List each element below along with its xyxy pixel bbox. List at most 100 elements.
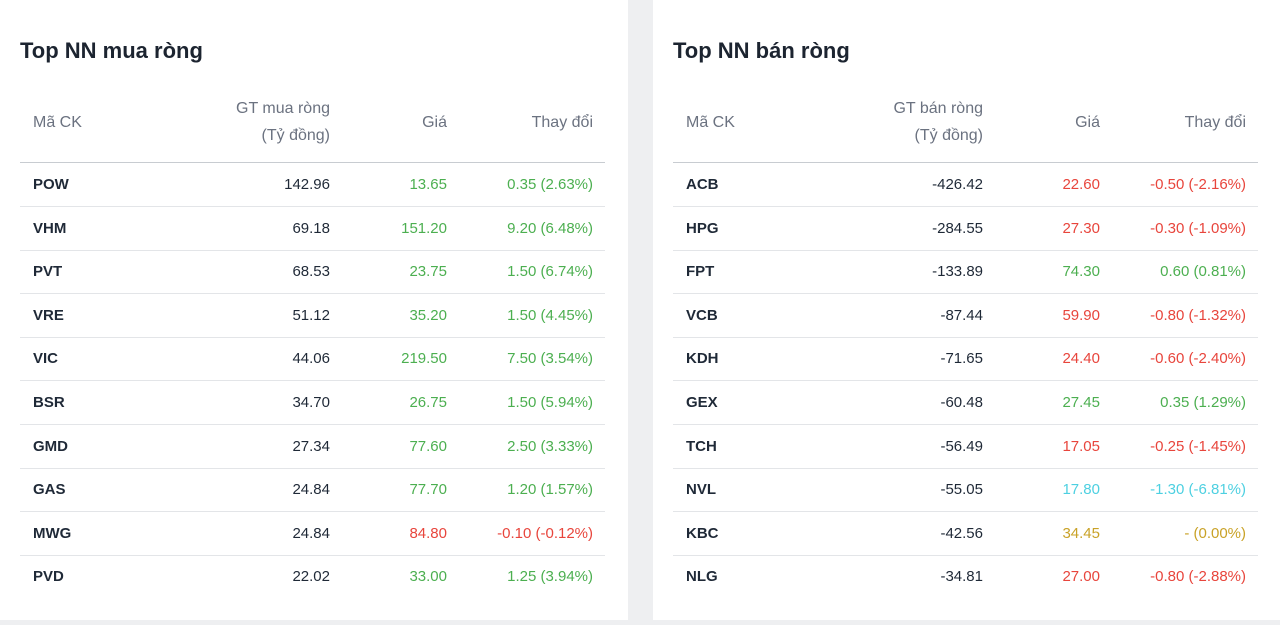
- price: 59.90: [1062, 306, 1100, 324]
- stock-code: PVT: [33, 263, 63, 281]
- net-value: 24.84: [292, 481, 330, 499]
- change: -0.80 (-2.88%): [1150, 568, 1246, 586]
- price: 26.75: [409, 394, 447, 411]
- column-header: Mã CK: [33, 114, 82, 131]
- change: 1.20 (1.57%): [507, 481, 593, 499]
- net-value: -284.55: [932, 219, 983, 237]
- price: 17.05: [1062, 437, 1100, 455]
- row-divider: [673, 467, 1258, 469]
- price: 219.50: [401, 350, 447, 368]
- column-header: Giá: [422, 114, 447, 131]
- change: -0.50 (-2.16%): [1150, 176, 1246, 193]
- price: 35.20: [409, 306, 447, 324]
- change: 0.35 (2.63%): [507, 176, 593, 193]
- change: 0.60 (0.81%): [1160, 263, 1246, 281]
- net-value: 142.96: [284, 176, 330, 193]
- row-divider: [20, 467, 605, 469]
- net-value: -71.65: [940, 350, 983, 368]
- price: 27.30: [1062, 219, 1100, 237]
- row-divider: [20, 206, 605, 207]
- net-value: -55.05: [940, 481, 983, 499]
- panel-title: Top NN mua ròng: [20, 38, 203, 63]
- change: 1.50 (5.94%): [507, 394, 593, 411]
- panel: Top NN bán ròng Mã CK GT bán ròng (Tỷ đồng)…: [653, 0, 1280, 620]
- price: 151.20: [401, 219, 447, 237]
- row-divider: [20, 293, 605, 295]
- price: 77.70: [409, 481, 447, 499]
- column-header: GT mua ròng: [236, 100, 330, 117]
- stock-code: HPG: [686, 219, 719, 237]
- net-value: -60.48: [940, 394, 983, 411]
- price: 27.00: [1062, 568, 1100, 586]
- stock-code: KBC: [686, 524, 719, 542]
- stock-code: VHM: [33, 219, 67, 237]
- change: -0.10 (-0.12%): [497, 524, 593, 542]
- column-header: (Tỷ đồng): [261, 127, 330, 144]
- change: -0.60 (-2.40%): [1150, 350, 1246, 368]
- price: 84.80: [409, 524, 447, 542]
- stock-code: BSR: [33, 394, 65, 411]
- row-divider: [673, 249, 1258, 251]
- net-value: -87.44: [940, 306, 983, 324]
- row-divider: [20, 554, 605, 556]
- net-value: 22.02: [292, 568, 330, 586]
- net-value: 44.06: [292, 350, 330, 368]
- row-divider: [673, 424, 1258, 425]
- stock-code: GMD: [33, 437, 68, 455]
- column-header: (Tỷ đồng): [914, 127, 983, 144]
- column-header: Mã CK: [686, 114, 735, 131]
- row-divider: [673, 206, 1258, 207]
- net-value: 51.12: [292, 306, 330, 324]
- price: 33.00: [409, 568, 447, 586]
- header-divider: [20, 162, 605, 163]
- row-divider: [20, 511, 605, 513]
- net-value: 69.18: [292, 219, 330, 237]
- stock-code: VIC: [33, 350, 59, 368]
- change: -0.30 (-1.09%): [1150, 219, 1246, 237]
- row-divider: [20, 380, 605, 382]
- net-value: -133.89: [932, 263, 983, 281]
- price: 74.30: [1062, 263, 1100, 281]
- change: -1.30 (-6.81%): [1150, 481, 1246, 499]
- price: 24.40: [1062, 350, 1100, 368]
- stock-code: KDH: [686, 350, 719, 368]
- net-value: -42.56: [940, 524, 983, 542]
- stock-code: GEX: [686, 394, 718, 411]
- net-value: 24.84: [292, 524, 330, 542]
- row-divider: [673, 380, 1258, 382]
- price: 22.60: [1062, 176, 1100, 193]
- net-value: 68.53: [292, 263, 330, 281]
- stock-code: POW: [33, 176, 69, 193]
- net-value: -56.49: [940, 437, 983, 455]
- column-header: Thay đổi: [1184, 114, 1246, 131]
- stock-code: ACB: [686, 176, 719, 193]
- net-value: 34.70: [292, 394, 330, 411]
- column-header: Thay đổi: [531, 114, 593, 131]
- stock-code: FPT: [686, 263, 715, 281]
- row-divider: [673, 554, 1258, 556]
- change: 2.50 (3.33%): [507, 437, 593, 455]
- price: 17.80: [1062, 481, 1100, 499]
- price: 77.60: [409, 437, 447, 455]
- stock-code: VRE: [33, 306, 64, 324]
- column-header: Giá: [1075, 114, 1100, 131]
- net-value: 27.34: [292, 437, 330, 455]
- row-divider: [20, 424, 605, 425]
- stock-code: MWG: [33, 524, 72, 542]
- change: -0.25 (-1.45%): [1150, 437, 1246, 455]
- net-value: -34.81: [940, 568, 983, 586]
- header-divider: [673, 162, 1258, 163]
- panel-title: Top NN bán ròng: [673, 38, 850, 63]
- stock-code: NVL: [686, 481, 716, 499]
- change: 0.35 (1.29%): [1160, 394, 1246, 411]
- stock-code: NLG: [686, 568, 718, 586]
- stock-code: VCB: [686, 306, 718, 324]
- row-divider: [673, 293, 1258, 295]
- price: 23.75: [409, 263, 447, 281]
- change: 1.50 (6.74%): [507, 263, 593, 281]
- stock-code: GAS: [33, 481, 66, 499]
- price: 34.45: [1062, 524, 1100, 542]
- column-header: GT bán ròng: [893, 100, 983, 117]
- net-value: -426.42: [932, 176, 983, 193]
